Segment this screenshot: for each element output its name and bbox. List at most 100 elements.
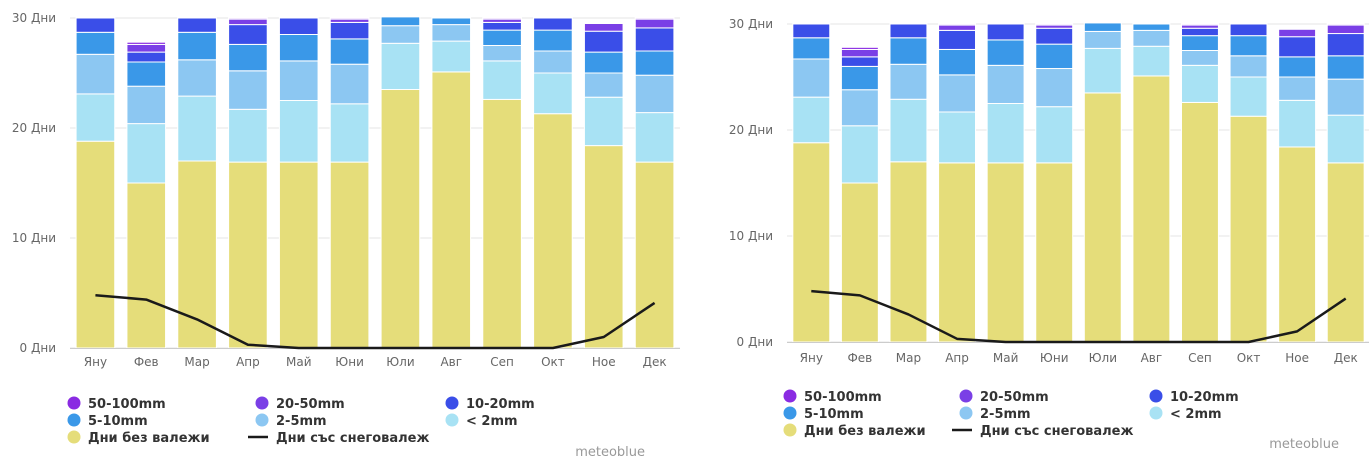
x-tick-label: Яну bbox=[84, 355, 107, 369]
x-tick-label: Авг bbox=[1141, 351, 1163, 365]
y-tick-label: 20 Дни bbox=[729, 123, 773, 137]
bar-segment bbox=[840, 48, 879, 58]
bar-segment bbox=[329, 63, 370, 105]
x-tick-label: Окт bbox=[541, 355, 565, 369]
bar-segment bbox=[75, 140, 116, 349]
bar-segment bbox=[938, 111, 977, 164]
x-tick-label: Мар bbox=[184, 355, 209, 369]
bar-segment bbox=[533, 29, 573, 52]
legend-dot bbox=[783, 423, 797, 437]
legend-dot bbox=[783, 389, 797, 403]
bar-segment bbox=[482, 29, 522, 46]
bar-segment bbox=[1180, 35, 1219, 51]
x-tick-label: Сеп bbox=[490, 355, 514, 369]
credit-label: meteoblue bbox=[1269, 437, 1339, 452]
x-tick-label: Сеп bbox=[1188, 351, 1212, 365]
bar-segment bbox=[329, 38, 370, 65]
bar-segment bbox=[986, 23, 1025, 41]
bar-segment bbox=[228, 18, 268, 26]
bar-segment bbox=[1083, 47, 1122, 94]
bar-segment bbox=[533, 72, 573, 115]
legend-label: < 2mm bbox=[466, 414, 518, 429]
x-tick-label: Яну bbox=[800, 351, 823, 365]
bar-segment bbox=[1035, 162, 1074, 343]
bar-segment bbox=[1326, 114, 1365, 164]
y-tick-label: 0 Дни bbox=[20, 341, 56, 355]
stacked-bar-chart-left: 0 Дни 10 Дни 20 Дни 30 Дни Яну Фев Мар Апр Май Юн… bbox=[12, 11, 680, 457]
x-tick-label: Юни bbox=[335, 355, 364, 369]
y-tick-label: 10 Дни bbox=[12, 231, 56, 245]
legend-label: 5-10mm bbox=[804, 407, 864, 422]
bar-segment bbox=[1035, 27, 1074, 45]
bar-segment bbox=[228, 17, 268, 20]
bar-segment bbox=[938, 24, 977, 31]
x-tick-label: Окт bbox=[1237, 351, 1261, 365]
bar-segment bbox=[126, 123, 167, 184]
bar-segment bbox=[126, 41, 167, 45]
legend-label: 20-50mm bbox=[980, 390, 1049, 405]
bar-segment bbox=[1229, 76, 1268, 117]
bar-segment bbox=[278, 60, 319, 101]
bar-segment bbox=[177, 59, 217, 97]
bar-segment bbox=[75, 93, 116, 142]
bar-segment bbox=[634, 27, 675, 52]
legend-label: 2-5mm bbox=[276, 414, 327, 429]
bar-segment bbox=[431, 71, 472, 349]
bar-segment bbox=[634, 112, 675, 163]
bar-segment bbox=[380, 42, 421, 90]
x-tick-label: Авг bbox=[440, 355, 462, 369]
legend-dot bbox=[255, 413, 269, 427]
bar-segment bbox=[1278, 36, 1317, 58]
bar-segment bbox=[840, 56, 879, 67]
bar-segment bbox=[1326, 162, 1365, 343]
bar-segment bbox=[431, 40, 472, 73]
bar-segment bbox=[792, 23, 831, 39]
bar-segment bbox=[634, 18, 675, 29]
y-tick-label: 30 Дни bbox=[729, 17, 773, 31]
bar-segment bbox=[583, 72, 624, 98]
bar-segment bbox=[278, 161, 319, 349]
bar-segment bbox=[431, 24, 472, 42]
bar-segment bbox=[1132, 75, 1171, 343]
bar-segment bbox=[986, 64, 1025, 104]
bar-segment bbox=[840, 65, 879, 91]
bar-segment bbox=[228, 108, 268, 163]
legend-label: Дни със снеговалеж bbox=[276, 431, 429, 446]
bar-segment bbox=[329, 21, 370, 40]
bar-segment bbox=[889, 98, 928, 163]
bar-segment bbox=[177, 160, 217, 349]
bar-segment bbox=[1180, 101, 1219, 343]
bar-segment bbox=[938, 162, 977, 343]
bar-segment bbox=[938, 29, 977, 50]
bar-segment bbox=[533, 17, 573, 31]
bar-segment bbox=[380, 89, 421, 349]
bar-segment bbox=[1326, 55, 1365, 80]
bar-segment bbox=[792, 58, 831, 98]
x-tick-label: Апр bbox=[945, 351, 969, 365]
bar-segment bbox=[634, 50, 675, 76]
bar-segment bbox=[1229, 23, 1268, 37]
legend-dot bbox=[1149, 389, 1163, 403]
bar-segment bbox=[533, 50, 573, 74]
bar-segment bbox=[380, 25, 421, 44]
legend-label: 50-100mm bbox=[804, 390, 882, 405]
bar-segment bbox=[1132, 23, 1171, 31]
legend-label: 10-20mm bbox=[1170, 390, 1239, 405]
bar-segment bbox=[380, 16, 421, 27]
bar-segment bbox=[583, 30, 624, 53]
bar-segment bbox=[1326, 23, 1365, 26]
bar-segment bbox=[1229, 35, 1268, 57]
x-tick-label: Май bbox=[993, 351, 1019, 365]
bar-segment bbox=[75, 17, 116, 33]
legend-label: 10-20mm bbox=[466, 397, 535, 412]
bar-segment bbox=[177, 17, 217, 33]
x-tick-label: Мар bbox=[896, 351, 921, 365]
bar-segment bbox=[1326, 78, 1365, 116]
bar-segment bbox=[1132, 29, 1171, 47]
credit-label: meteoblue bbox=[575, 445, 645, 457]
x-tick-label: Ное bbox=[592, 355, 616, 369]
y-tick-label: 10 Дни bbox=[729, 229, 773, 243]
bar-segment bbox=[1278, 28, 1317, 38]
bar-segment bbox=[75, 53, 116, 95]
bar-segment bbox=[840, 89, 879, 127]
